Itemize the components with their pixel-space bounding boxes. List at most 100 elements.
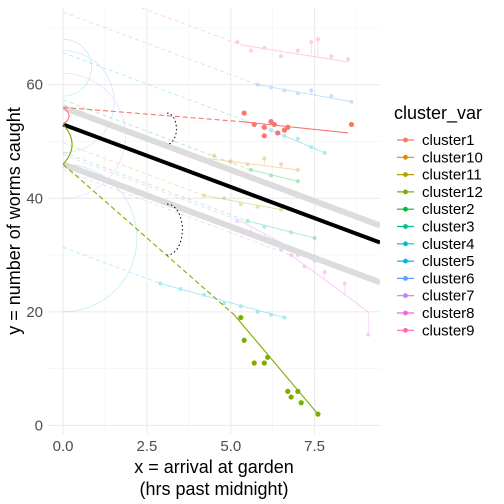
legend-key-point (403, 137, 408, 143)
legend: cluster_var cluster1cluster10cluster11cl… (394, 103, 483, 339)
faint-point (279, 207, 284, 212)
legend-entry-cluster10: cluster10 (397, 149, 483, 166)
series-cluster12 (62, 163, 321, 417)
x-tick-label: 2.5 (136, 438, 157, 455)
faint-point (269, 85, 274, 90)
legend-entry-cluster8: cluster8 (397, 305, 475, 322)
faint-point (269, 128, 274, 133)
faint-point (201, 292, 206, 297)
faint-point (282, 88, 287, 93)
legend-key-point (403, 241, 408, 247)
faint-point (269, 173, 274, 178)
data-point (348, 121, 355, 128)
faint-point (329, 94, 334, 99)
data-point (261, 133, 267, 139)
faint-series-cluster11 (62, 142, 284, 212)
faint-series-cluster6 (62, 11, 354, 104)
faint-point (309, 40, 314, 45)
legend-entry-cluster7: cluster7 (397, 288, 475, 305)
legend-key-point (403, 276, 408, 281)
legend-key-point (403, 310, 408, 316)
legend-entry-cluster4: cluster4 (397, 236, 475, 253)
faint-point (346, 57, 351, 62)
data-point (251, 121, 257, 128)
faint-fit-line (160, 282, 285, 319)
faint-point (255, 82, 260, 87)
faint-point (235, 219, 240, 223)
grid-lines (48, 8, 380, 434)
faint-point (222, 196, 227, 201)
faint-point (248, 48, 253, 53)
x-axis-title-line-1: x = arrival at garden (134, 457, 294, 477)
legend-key-point (403, 206, 408, 212)
faint-point (235, 40, 240, 45)
y-tick-labels: 0 20 40 60 (26, 77, 43, 435)
faint-projection-line (140, 8, 241, 46)
faint-projection-line (62, 11, 258, 86)
faint-point (349, 99, 354, 104)
faint-arc (63, 50, 115, 154)
overall-fit-layer (62, 112, 380, 256)
data-point (251, 360, 257, 366)
legend-key-point (403, 224, 408, 229)
faint-fit-line (257, 84, 352, 103)
y-tick-label: 0 (35, 417, 43, 434)
faint-point (282, 133, 287, 138)
faint-point (178, 287, 183, 292)
faint-point (158, 281, 163, 286)
faint-point (289, 253, 294, 258)
angle-arc (166, 112, 177, 145)
faint-series-cluster4 (62, 246, 287, 320)
faint-point (309, 88, 314, 93)
group-band-line (62, 104, 380, 229)
faint-projection-line (62, 99, 252, 171)
faint-point (238, 201, 243, 206)
faint-projection-line (62, 246, 161, 284)
legend-key-point (403, 172, 408, 178)
faint-point (282, 315, 287, 320)
legend-key-point (403, 154, 408, 160)
faint-series-cluster9 (140, 8, 351, 63)
intercept-arc-cluster12 (62, 124, 73, 165)
legend-label: cluster4 (422, 236, 475, 253)
faint-point (228, 159, 233, 164)
legend-label: cluster9 (422, 322, 475, 339)
legend-entry-cluster3: cluster3 (397, 219, 475, 236)
legend-entry-cluster9: cluster9 (397, 322, 475, 339)
y-tick-label: 40 (26, 190, 43, 207)
faint-projection-line (62, 52, 272, 131)
legend-key-point (403, 327, 408, 333)
faint-point (212, 153, 216, 158)
highlighted-cluster-layer (62, 106, 355, 417)
faint-point (289, 230, 294, 235)
faint-point (295, 91, 300, 96)
faint-point (245, 162, 250, 167)
legend-title: cluster_var (394, 103, 482, 124)
fit-line (240, 121, 349, 134)
series-cluster1 (63, 106, 355, 139)
legend-key-point (403, 189, 408, 195)
legend-label: cluster7 (422, 288, 475, 305)
faint-series-cluster5 (62, 151, 317, 241)
data-point (285, 124, 291, 130)
faint-point (295, 167, 300, 172)
faint-fit-line (247, 220, 315, 239)
legend-key-point (403, 258, 408, 264)
data-point (241, 337, 247, 343)
data-point (265, 354, 271, 360)
data-point (295, 388, 301, 394)
faint-point (295, 136, 300, 141)
y-tick-label: 60 (26, 77, 43, 94)
legend-label: cluster5 (422, 253, 475, 270)
faint-point (255, 204, 260, 209)
faint-point (201, 193, 206, 198)
legend-entry-cluster11: cluster11 (397, 167, 482, 184)
legend-label: cluster3 (422, 219, 475, 236)
data-point (315, 411, 321, 417)
faint-point (342, 281, 347, 286)
data-point (238, 314, 244, 321)
legend-key-point (403, 293, 408, 299)
data-point (275, 130, 281, 136)
faint-point (295, 48, 300, 53)
faint-point (262, 156, 267, 161)
